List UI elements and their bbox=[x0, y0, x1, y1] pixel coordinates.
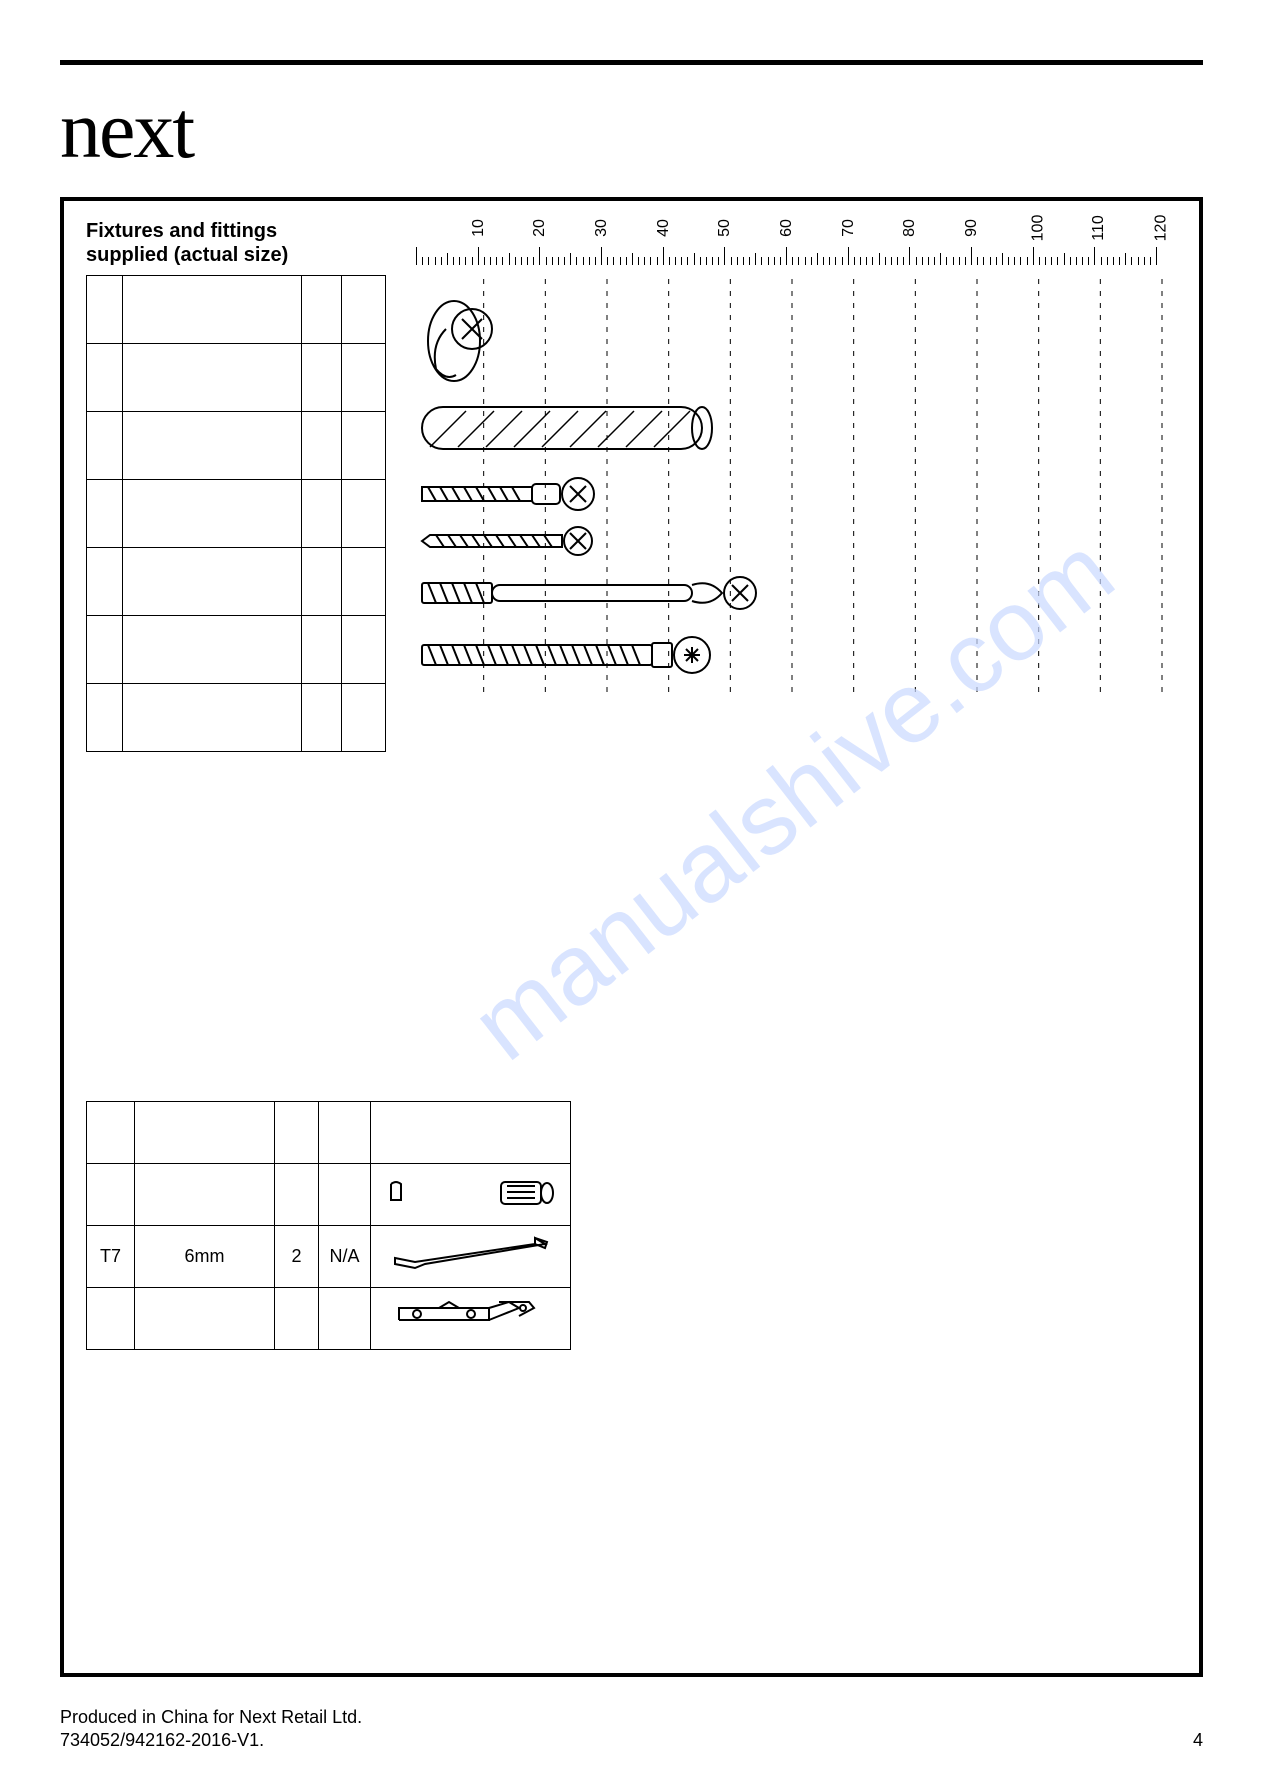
cell-qty bbox=[275, 1288, 319, 1350]
page-footer: Produced in China for Next Retail Ltd. 7… bbox=[60, 1706, 1203, 1751]
table-row bbox=[87, 276, 386, 344]
section-title: Fixtures and fittings supplied (actual s… bbox=[86, 219, 386, 267]
cell-spare: N/A bbox=[319, 1226, 371, 1288]
content-frame: Fixtures and fittings supplied (actual s… bbox=[60, 197, 1203, 1677]
cell-size: 6mm bbox=[135, 1226, 275, 1288]
table-row bbox=[87, 412, 386, 480]
cell-spare bbox=[319, 1102, 371, 1164]
ruler-label: 100 bbox=[1029, 215, 1047, 242]
table-row bbox=[87, 480, 386, 548]
bracket-icon bbox=[371, 1288, 571, 1350]
page: next Fixtures and fittings supplied (act… bbox=[0, 0, 1263, 1677]
cell-code: T7 bbox=[87, 1226, 135, 1288]
brand-logo: next bbox=[60, 83, 1203, 177]
cell-size bbox=[135, 1288, 275, 1350]
left-column: Fixtures and fittings supplied (actual s… bbox=[86, 219, 386, 752]
table-row bbox=[87, 616, 386, 684]
section-title-line1: Fixtures and fittings bbox=[86, 220, 277, 242]
screw-pointed-icon bbox=[422, 527, 592, 555]
cell-spare bbox=[319, 1288, 371, 1350]
footer-text: Produced in China for Next Retail Ltd. 7… bbox=[60, 1706, 362, 1751]
cell-spare bbox=[319, 1164, 371, 1226]
cell-qty bbox=[275, 1164, 319, 1226]
bottom-table: T7 6mm 2 N/A bbox=[86, 1101, 571, 1350]
cell-code bbox=[87, 1288, 135, 1350]
cell-code bbox=[87, 1102, 135, 1164]
ruler-label: 80 bbox=[901, 219, 919, 237]
cell-size bbox=[135, 1102, 275, 1164]
cell-qty: 2 bbox=[275, 1226, 319, 1288]
footer-line-1: Produced in China for Next Retail Ltd. bbox=[60, 1706, 362, 1729]
top-layout-row: Fixtures and fittings supplied (actual s… bbox=[86, 219, 1177, 752]
ruler-label: 20 bbox=[531, 219, 549, 237]
parts-table bbox=[86, 275, 386, 752]
table-row bbox=[87, 344, 386, 412]
confirmat-screw-icon bbox=[422, 637, 710, 673]
ruler-label: 60 bbox=[778, 219, 796, 237]
cell-code bbox=[87, 1164, 135, 1226]
ruler-label: 110 bbox=[1090, 215, 1108, 241]
table-row: T7 6mm 2 N/A bbox=[87, 1226, 571, 1288]
top-rule bbox=[60, 60, 1203, 65]
section-title-line2: supplied (actual size) bbox=[86, 244, 288, 266]
magnet-catch-icon bbox=[371, 1164, 571, 1226]
ruler-label: 30 bbox=[593, 219, 611, 237]
screw-thick-icon bbox=[422, 478, 594, 510]
cell-qty bbox=[275, 1102, 319, 1164]
ruler-label: 40 bbox=[655, 219, 673, 237]
ruler-ticks bbox=[416, 245, 1177, 265]
ruler-label: 10 bbox=[470, 219, 488, 237]
cell-icon bbox=[371, 1102, 571, 1164]
table-row bbox=[87, 548, 386, 616]
ruler-label: 50 bbox=[716, 219, 734, 237]
table-row bbox=[87, 1102, 571, 1164]
ruler: 102030405060708090100110120 bbox=[416, 219, 1177, 283]
allen-key-icon bbox=[371, 1226, 571, 1288]
table-row bbox=[87, 684, 386, 752]
footer-line-2: 734052/942162-2016-V1. bbox=[60, 1729, 362, 1752]
cam-bolt-icon bbox=[422, 577, 756, 609]
illustration-area bbox=[416, 279, 1177, 744]
table-row bbox=[87, 1164, 571, 1226]
ruler-area: 102030405060708090100110120 bbox=[416, 219, 1177, 752]
ruler-label: 70 bbox=[840, 219, 858, 237]
page-number: 4 bbox=[1193, 1730, 1203, 1751]
cell-size bbox=[135, 1164, 275, 1226]
hardware-illustration bbox=[416, 279, 1176, 739]
ruler-label: 90 bbox=[963, 219, 981, 237]
table-row bbox=[87, 1288, 571, 1350]
cam-lock-icon bbox=[428, 301, 492, 381]
ruler-label: 120 bbox=[1152, 215, 1170, 242]
